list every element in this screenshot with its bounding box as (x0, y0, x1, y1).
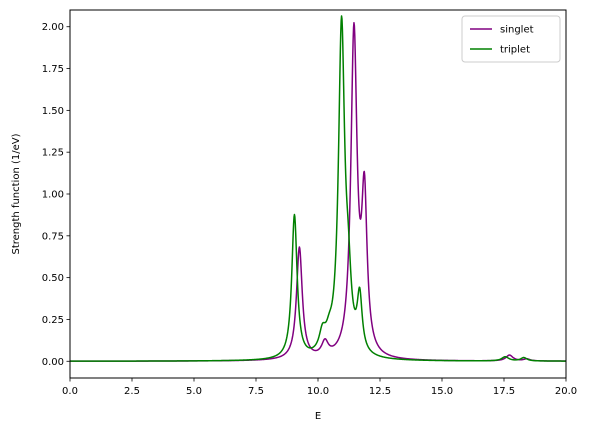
x-tick-label: 0.0 (62, 386, 78, 397)
y-tick-label: 1.75 (42, 64, 64, 75)
x-tick-label: 15.0 (431, 386, 453, 397)
y-tick-label: 1.00 (42, 190, 64, 201)
x-tick-label: 2.5 (124, 386, 140, 397)
series-line-triplet (70, 15, 566, 362)
y-tick-label: 0.50 (42, 273, 64, 284)
x-axis-label: E (315, 411, 321, 422)
legend-label-triplet: triplet (500, 45, 530, 56)
y-tick-label: 0.25 (42, 315, 64, 326)
legend-frame (461, 15, 561, 63)
x-tick-label: 17.5 (493, 386, 515, 397)
y-tick-label: 1.25 (42, 148, 64, 159)
x-tick-label: 7.5 (248, 386, 264, 397)
x-tick-label: 5.0 (186, 386, 202, 397)
y-tick-label: 0.75 (42, 231, 64, 242)
y-tick-label: 2.00 (42, 22, 64, 33)
x-tick-label: 10.0 (307, 386, 329, 397)
x-axis: 0.0 2.5 5.0 7.5 10.0 12.5 15.0 17.5 20.0 (62, 378, 577, 397)
y-tick-label: 0.00 (42, 357, 64, 368)
series-layer (70, 15, 566, 362)
y-tick-label: 1.50 (42, 106, 64, 117)
y-axis-label: Strength function (1/eV) (11, 133, 22, 254)
x-tick-label: 20.0 (555, 386, 577, 397)
x-tick-label: 12.5 (369, 386, 391, 397)
legend-label-singlet: singlet (500, 25, 534, 36)
y-axis: 0.00 0.25 0.50 0.75 1.00 1.25 1.50 1.75 2.00 (42, 22, 70, 368)
legend: singlet triplet (461, 15, 561, 63)
